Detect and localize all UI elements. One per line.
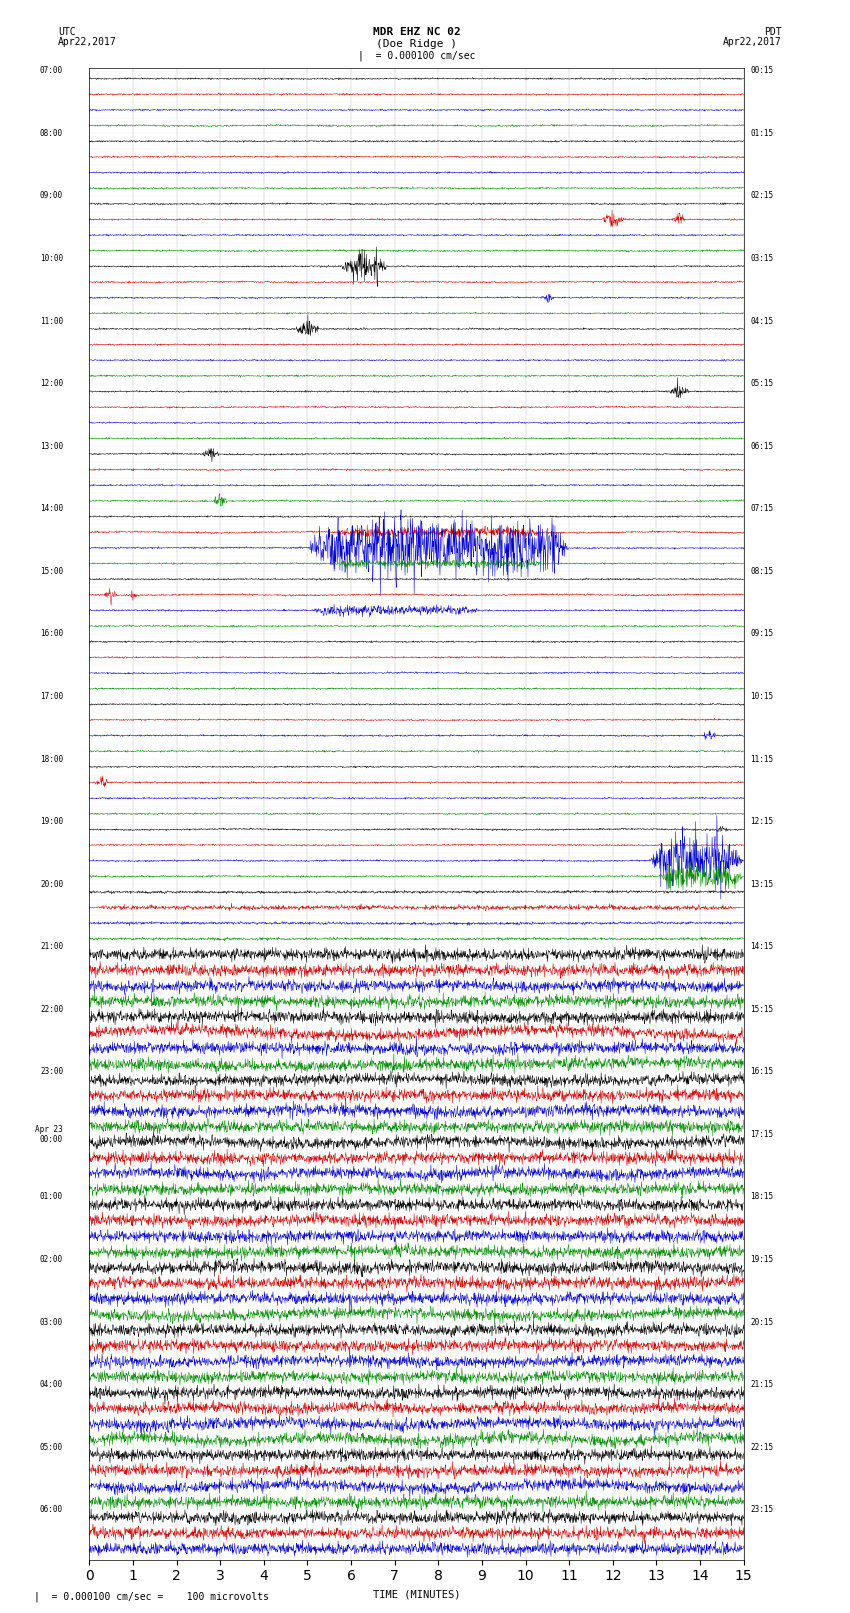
Text: 11:15: 11:15 <box>751 755 774 763</box>
Text: 09:00: 09:00 <box>40 192 63 200</box>
Text: 08:00: 08:00 <box>40 129 63 139</box>
Text: 10:15: 10:15 <box>751 692 774 702</box>
Text: 01:00: 01:00 <box>40 1192 63 1202</box>
Text: 20:15: 20:15 <box>751 1318 774 1326</box>
Text: 12:00: 12:00 <box>40 379 63 389</box>
Text: 01:15: 01:15 <box>751 129 774 139</box>
Text: 13:00: 13:00 <box>40 442 63 450</box>
Text: 16:15: 16:15 <box>751 1068 774 1076</box>
Text: 22:15: 22:15 <box>751 1442 774 1452</box>
Text: Apr22,2017: Apr22,2017 <box>723 37 782 47</box>
Text: |  = 0.000100 cm/sec =    100 microvolts: | = 0.000100 cm/sec = 100 microvolts <box>34 1590 269 1602</box>
Text: 15:00: 15:00 <box>40 566 63 576</box>
Text: 07:00: 07:00 <box>40 66 63 76</box>
Text: 10:00: 10:00 <box>40 255 63 263</box>
Text: |  = 0.000100 cm/sec: | = 0.000100 cm/sec <box>358 50 475 61</box>
Text: UTC: UTC <box>58 27 76 37</box>
Text: 06:15: 06:15 <box>751 442 774 450</box>
Text: 03:15: 03:15 <box>751 255 774 263</box>
Text: 08:15: 08:15 <box>751 566 774 576</box>
Text: 18:15: 18:15 <box>751 1192 774 1202</box>
X-axis label: TIME (MINUTES): TIME (MINUTES) <box>373 1589 460 1598</box>
Text: MDR EHZ NC 02: MDR EHZ NC 02 <box>372 27 461 37</box>
Text: 18:00: 18:00 <box>40 755 63 763</box>
Text: 23:15: 23:15 <box>751 1505 774 1515</box>
Text: 03:00: 03:00 <box>40 1318 63 1326</box>
Text: Apr22,2017: Apr22,2017 <box>58 37 116 47</box>
Text: 02:15: 02:15 <box>751 192 774 200</box>
Text: 20:00: 20:00 <box>40 879 63 889</box>
Text: 05:00: 05:00 <box>40 1442 63 1452</box>
Text: 16:00: 16:00 <box>40 629 63 639</box>
Text: 19:00: 19:00 <box>40 818 63 826</box>
Text: 11:00: 11:00 <box>40 316 63 326</box>
Text: 02:00: 02:00 <box>40 1255 63 1265</box>
Text: 17:15: 17:15 <box>751 1129 774 1139</box>
Text: (Doe Ridge ): (Doe Ridge ) <box>376 39 457 48</box>
Text: 09:15: 09:15 <box>751 629 774 639</box>
Text: 06:00: 06:00 <box>40 1505 63 1515</box>
Text: 15:15: 15:15 <box>751 1005 774 1013</box>
Text: 21:00: 21:00 <box>40 942 63 952</box>
Text: 22:00: 22:00 <box>40 1005 63 1013</box>
Text: 12:15: 12:15 <box>751 818 774 826</box>
Text: 05:15: 05:15 <box>751 379 774 389</box>
Text: 23:00: 23:00 <box>40 1068 63 1076</box>
Text: 21:15: 21:15 <box>751 1381 774 1389</box>
Text: 04:00: 04:00 <box>40 1381 63 1389</box>
Text: 19:15: 19:15 <box>751 1255 774 1265</box>
Text: 04:15: 04:15 <box>751 316 774 326</box>
Text: 14:15: 14:15 <box>751 942 774 952</box>
Text: Apr 23
00:00: Apr 23 00:00 <box>36 1124 63 1144</box>
Text: 17:00: 17:00 <box>40 692 63 702</box>
Text: 07:15: 07:15 <box>751 505 774 513</box>
Text: PDT: PDT <box>764 27 782 37</box>
Text: 00:15: 00:15 <box>751 66 774 76</box>
Text: 13:15: 13:15 <box>751 879 774 889</box>
Text: 14:00: 14:00 <box>40 505 63 513</box>
